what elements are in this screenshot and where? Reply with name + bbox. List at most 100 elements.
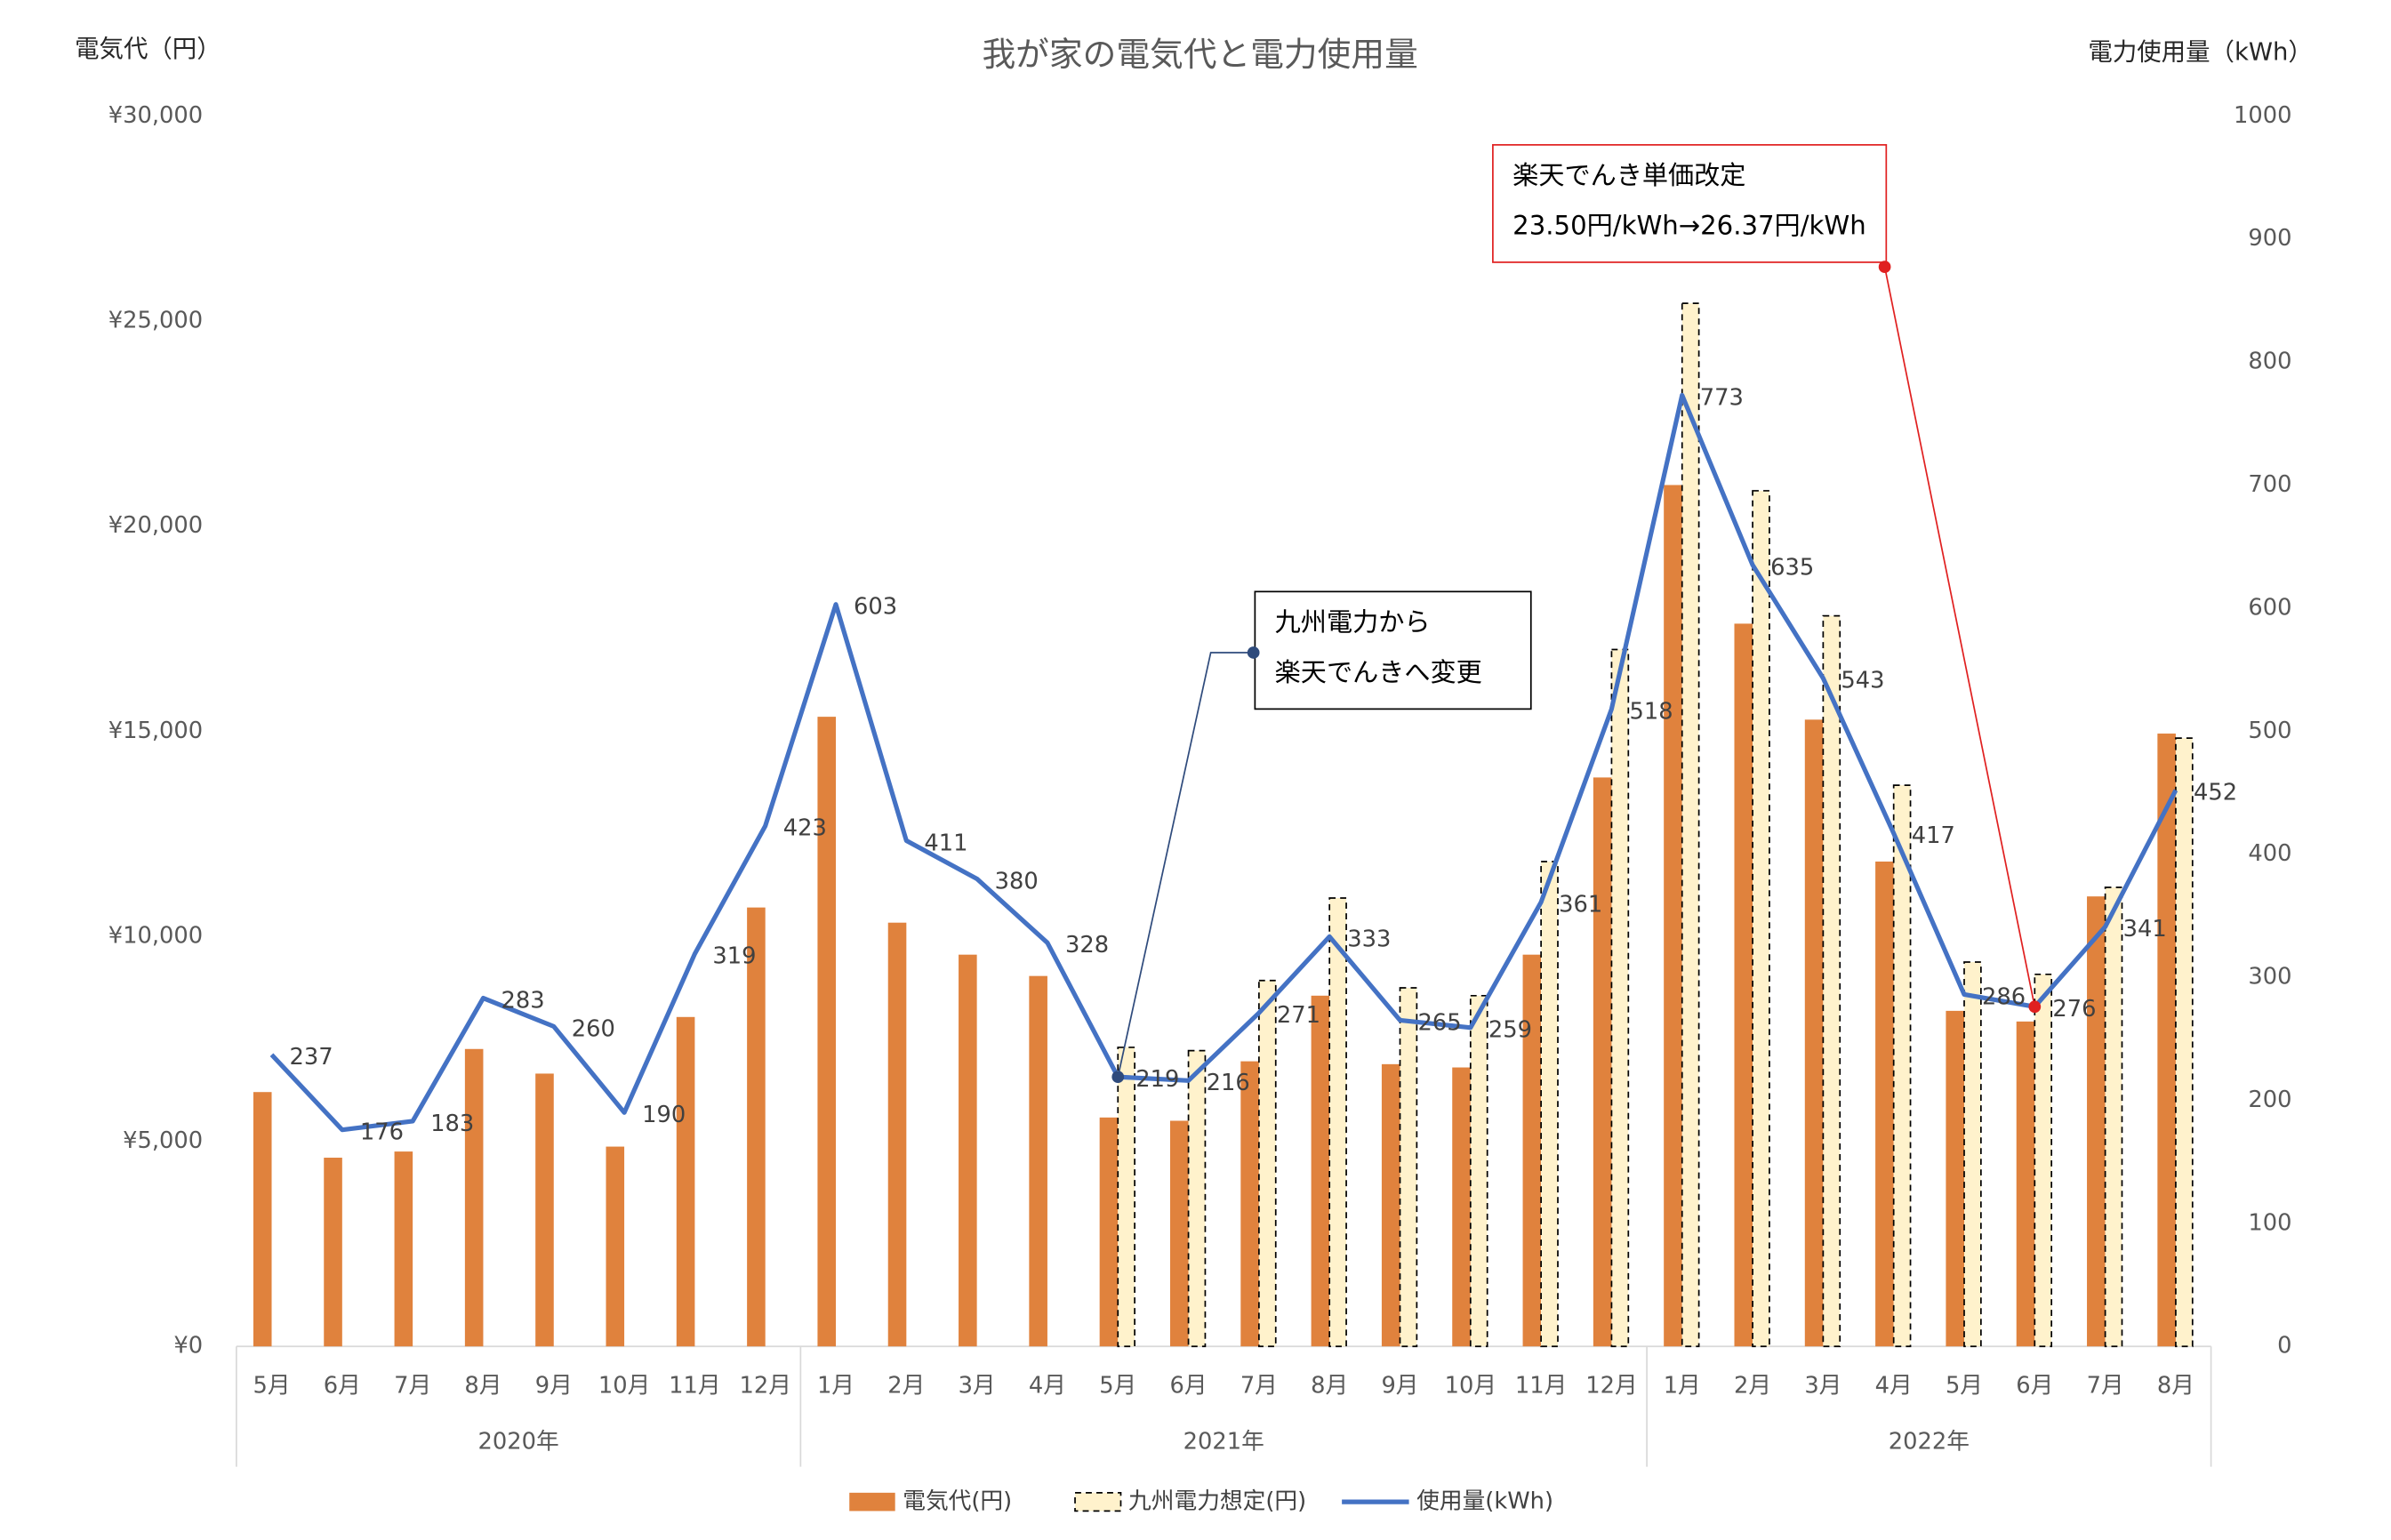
annotation-text: 九州電力から bbox=[1275, 606, 1431, 637]
data-label: 773 bbox=[1700, 384, 1744, 411]
y2-axis-title: 電力使用量（kWh） bbox=[2088, 39, 2312, 67]
y2-tick-label: 700 bbox=[2248, 471, 2291, 498]
y-tick-label: ¥5,000 bbox=[123, 1127, 203, 1154]
x-tick-label: 8月 bbox=[1311, 1372, 1348, 1399]
data-label: 259 bbox=[1488, 1017, 1532, 1044]
y-tick-label: ¥25,000 bbox=[108, 307, 203, 333]
bar bbox=[1099, 1117, 1119, 1347]
data-label: 518 bbox=[1629, 698, 1673, 725]
annotation-dot bbox=[1111, 1071, 1125, 1084]
bar bbox=[394, 1151, 413, 1347]
bar bbox=[1240, 1061, 1259, 1347]
x-group-label: 2021年 bbox=[1183, 1429, 1264, 1456]
x-tick-label: 1月 bbox=[1664, 1372, 1701, 1399]
data-label: 219 bbox=[1135, 1066, 1179, 1093]
x-tick-label: 7月 bbox=[394, 1372, 431, 1399]
x-tick-label: 2月 bbox=[887, 1372, 925, 1399]
bar bbox=[1258, 979, 1277, 1348]
x-tick-label: 5月 bbox=[253, 1372, 290, 1399]
bar bbox=[1875, 861, 1894, 1347]
annotation-text: 楽天でんき単価改定 bbox=[1512, 160, 1745, 190]
bar bbox=[747, 907, 766, 1347]
bar bbox=[1311, 995, 1330, 1347]
bar bbox=[2104, 886, 2123, 1348]
bar bbox=[1664, 485, 1682, 1347]
bar bbox=[1681, 302, 1700, 1348]
legend-swatch bbox=[849, 1492, 895, 1512]
x-group-label: 2020年 bbox=[478, 1429, 559, 1456]
data-label: 380 bbox=[995, 868, 1039, 894]
data-label: 603 bbox=[854, 594, 897, 621]
y2-tick-label: 0 bbox=[2277, 1333, 2291, 1360]
bar bbox=[1610, 648, 1630, 1348]
bar bbox=[1593, 777, 1612, 1347]
annotation-text: 楽天でんきへ変更 bbox=[1275, 657, 1482, 687]
bar bbox=[1029, 975, 1047, 1347]
x-tick-label: 10月 bbox=[1445, 1372, 1496, 1399]
bar bbox=[676, 1016, 695, 1347]
legend-label: 九州電力想定(円) bbox=[1128, 1488, 1306, 1515]
data-label: 328 bbox=[1065, 932, 1109, 958]
data-label: 216 bbox=[1207, 1070, 1250, 1096]
x-tick-label: 11月 bbox=[1515, 1372, 1567, 1399]
data-label: 183 bbox=[430, 1111, 474, 1137]
data-label: 333 bbox=[1347, 926, 1391, 952]
x-tick-label: 5月 bbox=[1946, 1372, 1983, 1399]
x-tick-label: 6月 bbox=[2016, 1372, 2053, 1399]
x-tick-label: 4月 bbox=[1029, 1372, 1066, 1399]
x-tick-label: 8月 bbox=[464, 1372, 501, 1399]
y2-tick-label: 500 bbox=[2248, 718, 2291, 744]
x-group-label: 2022年 bbox=[1889, 1429, 1970, 1456]
bar bbox=[1540, 861, 1559, 1348]
y-tick-label: ¥15,000 bbox=[108, 718, 203, 744]
x-tick-label: 7月 bbox=[1240, 1372, 1278, 1399]
y-tick-label: ¥10,000 bbox=[108, 922, 203, 949]
data-label: 361 bbox=[1559, 892, 1602, 918]
x-tick-label: 12月 bbox=[1585, 1372, 1637, 1399]
data-label: 423 bbox=[783, 815, 827, 842]
bar bbox=[959, 954, 977, 1347]
bar bbox=[606, 1146, 625, 1347]
annotation-dot bbox=[2028, 1000, 2042, 1014]
annotation-text: 23.50円/kWh→26.37円/kWh bbox=[1512, 211, 1866, 241]
y2-tick-label: 800 bbox=[2248, 349, 2291, 375]
bar bbox=[817, 717, 837, 1347]
bar bbox=[1187, 1049, 1207, 1348]
x-tick-label: 12月 bbox=[739, 1372, 790, 1399]
bar bbox=[1822, 614, 1841, 1348]
annotation-box bbox=[1492, 144, 1888, 263]
annotation-dot bbox=[1878, 261, 1891, 273]
data-label: 276 bbox=[2052, 996, 2096, 1023]
data-label: 417 bbox=[1912, 822, 1955, 849]
bar bbox=[2157, 734, 2176, 1347]
data-label: 635 bbox=[1770, 554, 1814, 581]
y-tick-label: ¥0 bbox=[173, 1333, 203, 1360]
x-tick-label: 9月 bbox=[1381, 1372, 1418, 1399]
legend-label: 使用量(kWh) bbox=[1416, 1488, 1553, 1515]
data-label: 237 bbox=[290, 1044, 333, 1071]
data-label: 543 bbox=[1841, 668, 1884, 694]
bar bbox=[2175, 737, 2194, 1348]
x-tick-label: 3月 bbox=[959, 1372, 996, 1399]
data-label: 265 bbox=[1418, 1009, 1462, 1036]
data-label: 319 bbox=[712, 943, 756, 970]
data-label: 283 bbox=[501, 988, 544, 1015]
data-label: 411 bbox=[924, 830, 967, 856]
y-tick-label: ¥20,000 bbox=[108, 512, 203, 539]
data-label: 452 bbox=[2194, 780, 2237, 806]
bar bbox=[253, 1092, 272, 1347]
bar bbox=[1381, 1063, 1400, 1347]
x-tick-label: 8月 bbox=[2157, 1372, 2194, 1399]
data-label: 341 bbox=[2123, 916, 2167, 942]
line bbox=[269, 392, 2178, 1133]
bar bbox=[1892, 784, 1912, 1348]
bar bbox=[1469, 994, 1488, 1348]
bar bbox=[324, 1158, 342, 1347]
x-tick-label: 3月 bbox=[1804, 1372, 1841, 1399]
bar bbox=[1522, 954, 1542, 1347]
y2-tick-label: 600 bbox=[2248, 594, 2291, 621]
annotation-leader bbox=[1883, 266, 2036, 1007]
x-tick-label: 10月 bbox=[598, 1372, 650, 1399]
x-tick-label: 11月 bbox=[669, 1372, 720, 1399]
